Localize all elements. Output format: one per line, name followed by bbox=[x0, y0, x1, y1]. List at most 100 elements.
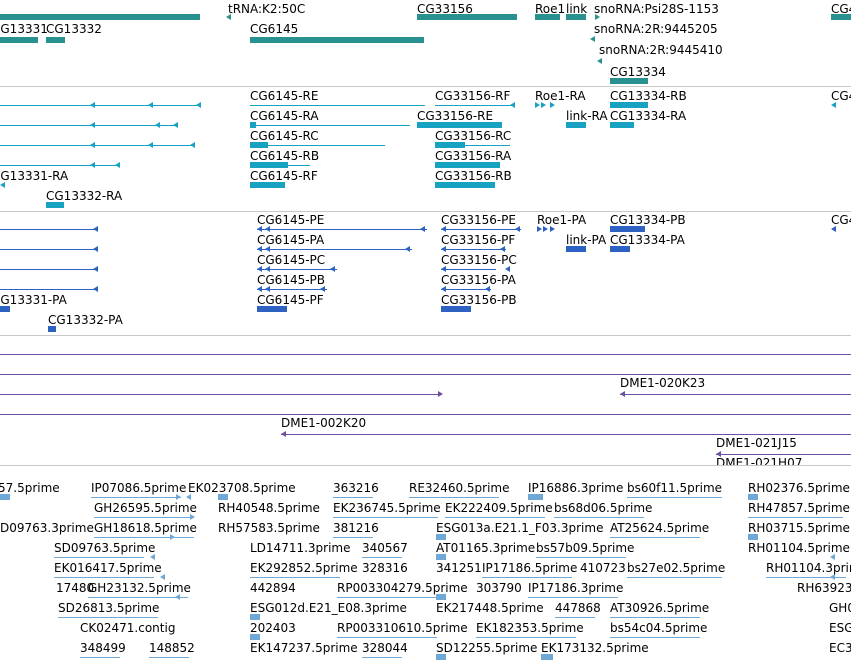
feature-bar[interactable] bbox=[257, 306, 287, 312]
feature-bar[interactable] bbox=[436, 554, 446, 560]
feature-bar[interactable] bbox=[541, 654, 553, 660]
feature-bar[interactable] bbox=[528, 494, 543, 500]
feature-intron-line[interactable] bbox=[54, 577, 154, 578]
feature-bar[interactable] bbox=[417, 14, 517, 20]
feature-label[interactable]: 348499 bbox=[80, 641, 126, 655]
feature-intron-line[interactable] bbox=[627, 577, 722, 578]
feature-intron-line[interactable] bbox=[409, 497, 499, 498]
feature-label[interactable]: DME1-002K20 bbox=[281, 416, 367, 430]
feature-label[interactable]: AT25624.5prime bbox=[610, 521, 710, 535]
feature-bar[interactable] bbox=[250, 614, 260, 620]
feature-label[interactable]: bs54c04.5prime bbox=[610, 621, 708, 635]
feature-bar[interactable] bbox=[46, 37, 65, 43]
feature-label[interactable]: 17480 bbox=[56, 581, 95, 595]
feature-label[interactable]: CG13332 bbox=[46, 22, 102, 36]
feature-intron-line[interactable] bbox=[281, 434, 851, 435]
feature-intron-line[interactable] bbox=[94, 537, 194, 538]
feature-label[interactable]: EK173132.5prime bbox=[541, 641, 649, 655]
feature-label[interactable]: Roe1-RA bbox=[535, 89, 586, 103]
feature-label[interactable]: AT30926.5prime bbox=[610, 601, 710, 615]
feature-intron-line[interactable] bbox=[149, 657, 189, 658]
feature-label[interactable]: CG13334-RA bbox=[610, 109, 687, 123]
feature-label[interactable]: AT01165.3prime bbox=[436, 541, 536, 555]
feature-label[interactable]: CG33156-RE bbox=[417, 109, 494, 123]
feature-label[interactable]: CG6145-RB bbox=[250, 149, 320, 163]
feature-label[interactable]: CG6145-PE bbox=[257, 213, 325, 227]
feature-bar[interactable] bbox=[250, 142, 268, 148]
feature-label[interactable]: EK016417.5prime bbox=[54, 561, 162, 575]
feature-label[interactable]: bs60f11.5prime bbox=[627, 481, 723, 495]
feature-intron-line[interactable] bbox=[536, 557, 626, 558]
feature-label[interactable]: Roe1-PA bbox=[537, 213, 587, 227]
feature-intron-line[interactable] bbox=[333, 517, 438, 518]
feature-label[interactable]: RH57583.5prime bbox=[218, 521, 320, 535]
feature-label[interactable]: EC3 bbox=[829, 641, 851, 655]
feature-intron-line[interactable] bbox=[441, 289, 491, 290]
feature-label[interactable]: link bbox=[566, 2, 588, 16]
feature-bar[interactable] bbox=[566, 14, 586, 20]
feature-label[interactable]: ESG012d.E21_E08.3prime bbox=[250, 601, 407, 615]
feature-intron-line[interactable] bbox=[482, 577, 572, 578]
feature-label[interactable]: 341251 bbox=[436, 561, 482, 575]
feature-intron-line[interactable] bbox=[716, 454, 851, 455]
feature-bar[interactable] bbox=[436, 594, 446, 600]
feature-intron-line[interactable] bbox=[94, 517, 194, 518]
feature-intron-line[interactable] bbox=[337, 597, 437, 598]
feature-label[interactable]: CG6145-RA bbox=[250, 109, 319, 123]
feature-label[interactable]: RE32460.5prime bbox=[409, 481, 510, 495]
feature-label[interactable]: CG6145-PF bbox=[257, 293, 324, 307]
feature-bar[interactable] bbox=[748, 534, 758, 540]
feature-label[interactable]: snoRNA:2R:9445410 bbox=[599, 43, 723, 57]
feature-intron-line[interactable] bbox=[257, 289, 327, 290]
feature-label[interactable]: 328316 bbox=[362, 561, 408, 575]
feature-label[interactable]: bs57b09.5prime bbox=[536, 541, 635, 555]
feature-intron-line[interactable] bbox=[0, 269, 98, 270]
feature-label[interactable]: CG6145-RE bbox=[250, 89, 319, 103]
feature-label[interactable]: RP003310610.5prime bbox=[337, 621, 468, 635]
feature-intron-line[interactable] bbox=[445, 517, 545, 518]
track-proteins[interactable]: CG6145-PE CG33156-PE Roe1-PA CG13334-PB CG4 C… bbox=[0, 211, 851, 335]
feature-label[interactable]: EK222409.5prime bbox=[445, 501, 553, 515]
feature-label[interactable]: CG4 bbox=[831, 2, 851, 16]
feature-label[interactable]: CG33156 bbox=[417, 2, 473, 16]
feature-bar[interactable] bbox=[0, 306, 10, 312]
feature-bar[interactable] bbox=[441, 306, 471, 312]
feature-label[interactable]: EK292852.5prime bbox=[250, 561, 358, 575]
feature-label[interactable]: CG33156-RB bbox=[435, 169, 512, 183]
feature-intron-line[interactable] bbox=[435, 145, 510, 146]
feature-label[interactable]: RP003304279.5prime bbox=[337, 581, 468, 595]
feature-intron-line[interactable] bbox=[250, 125, 410, 126]
feature-label[interactable]: GH18618.5prime bbox=[94, 521, 197, 535]
feature-label[interactable]: tRNA:K2:50C bbox=[228, 2, 306, 16]
feature-intron-line[interactable] bbox=[441, 269, 496, 270]
track-genes[interactable]: tRNA:K2:50C CG33156 Roe1 link snoRNA:Psi28S-… bbox=[0, 0, 851, 86]
feature-label[interactable]: 57.5prime bbox=[0, 481, 60, 495]
feature-intron-line[interactable] bbox=[0, 125, 178, 126]
feature-bar[interactable] bbox=[46, 202, 64, 208]
feature-label[interactable]: CG33156-PC bbox=[441, 253, 517, 267]
feature-label[interactable]: CG13334-RB bbox=[610, 89, 687, 103]
feature-label[interactable]: GH0 bbox=[829, 601, 851, 615]
feature-bar[interactable] bbox=[566, 246, 586, 252]
feature-intron-line[interactable] bbox=[610, 637, 700, 638]
feature-intron-line[interactable] bbox=[441, 249, 506, 250]
feature-intron-line[interactable] bbox=[766, 577, 846, 578]
feature-label[interactable]: CG13334-PA bbox=[610, 233, 685, 247]
feature-label[interactable]: DME1-021H07 bbox=[716, 456, 803, 465]
feature-intron-line[interactable] bbox=[337, 637, 437, 638]
feature-label[interactable]: bs27e02.5prime bbox=[627, 561, 726, 575]
feature-label[interactable]: CG33156-RF bbox=[435, 89, 511, 103]
feature-label[interactable]: CG6145-PB bbox=[257, 273, 326, 287]
feature-intron-line[interactable] bbox=[333, 497, 373, 498]
feature-intron-line[interactable] bbox=[257, 269, 337, 270]
feature-bar[interactable] bbox=[748, 494, 758, 500]
feature-intron-line[interactable] bbox=[0, 105, 200, 106]
feature-intron-line[interactable] bbox=[476, 637, 576, 638]
feature-intron-line[interactable] bbox=[257, 229, 427, 230]
feature-label[interactable]: EK182353.5prime bbox=[476, 621, 584, 635]
feature-label[interactable]: CG13332-RA bbox=[46, 189, 123, 203]
feature-label[interactable]: RH03715.5prime bbox=[748, 521, 850, 535]
feature-bar[interactable] bbox=[610, 102, 648, 108]
feature-label[interactable]: CG6145-PC bbox=[257, 253, 326, 267]
